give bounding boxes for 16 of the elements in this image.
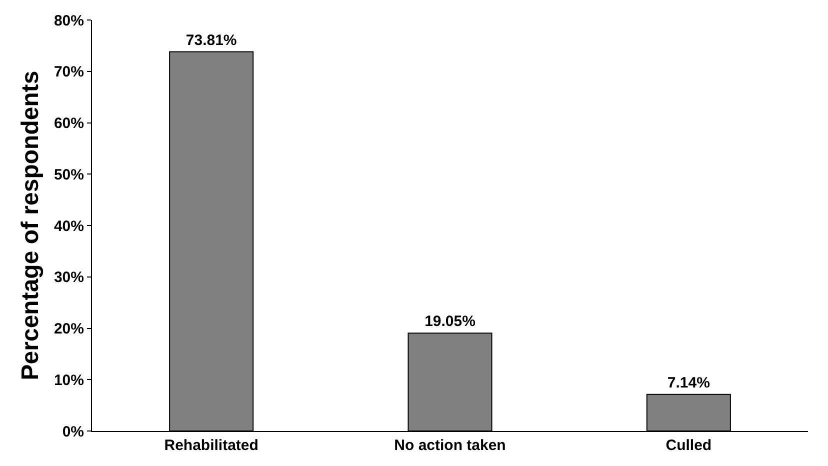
data-label: 7.14% — [667, 374, 710, 392]
y-axis-title: Percentage of respondents — [17, 70, 44, 380]
y-tick-label: 50% — [54, 166, 84, 184]
y-tick-label: 60% — [54, 115, 84, 132]
y-tick-label: 70% — [54, 64, 84, 81]
x-tick-label: Culled — [666, 437, 712, 454]
y-tick-label: 20% — [54, 320, 84, 338]
y-tick-label: 80% — [54, 12, 84, 30]
y-tick-label: 0% — [62, 423, 84, 440]
y-tick-label: 10% — [54, 372, 84, 389]
data-label: 19.05% — [424, 313, 476, 330]
x-tick-label: Rehabilitated — [164, 437, 258, 454]
y-tick-label: 40% — [54, 218, 84, 235]
data-label: 73.81% — [186, 32, 237, 49]
y-tick-label: 30% — [54, 269, 84, 286]
x-tick-label: No action taken — [394, 437, 506, 454]
